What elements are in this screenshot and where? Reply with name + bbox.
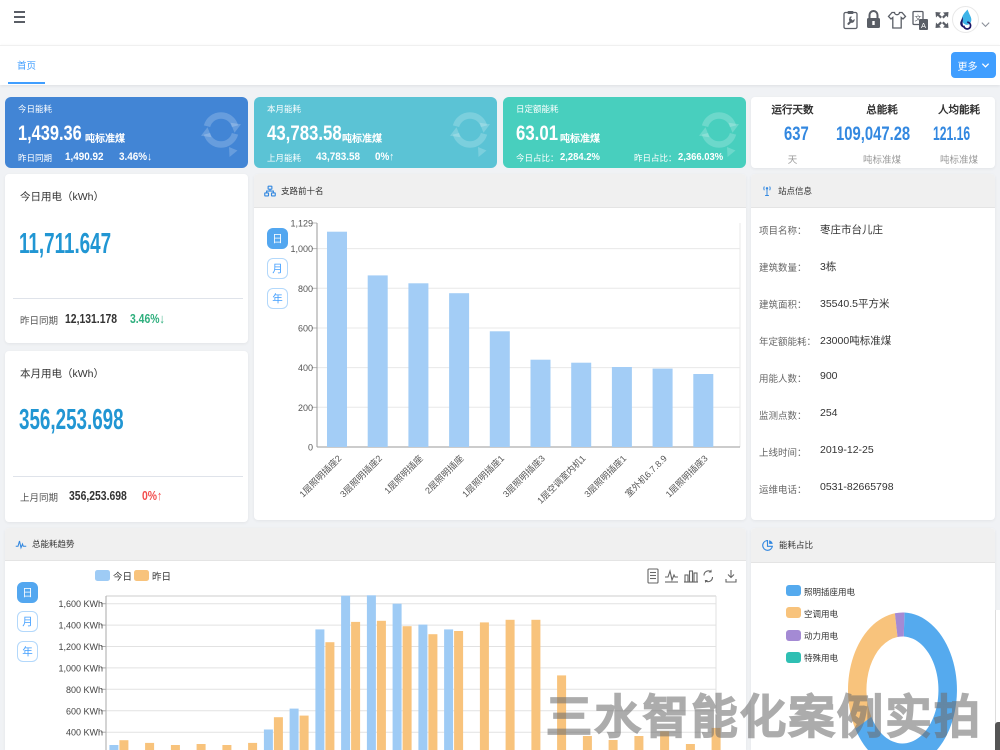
svg-text:400: 400 <box>298 363 313 373</box>
svg-text:400 KWh: 400 KWh <box>66 728 103 738</box>
svg-text:1,129: 1,129 <box>290 219 313 229</box>
svg-text:600: 600 <box>298 324 313 334</box>
svg-text:1,000: 1,000 <box>290 244 313 254</box>
svg-text:200: 200 <box>298 403 313 413</box>
svg-text:800 KWh: 800 KWh <box>66 685 103 695</box>
svg-text:1层照明插座3: 1层照明插座3 <box>663 453 710 500</box>
svg-text:600 KWh: 600 KWh <box>66 706 103 716</box>
svg-text:1,600 KWh: 1,600 KWh <box>58 599 103 609</box>
svg-text:1,400 KWh: 1,400 KWh <box>58 621 103 631</box>
svg-text:800: 800 <box>298 284 313 294</box>
svg-text:3层照明插座1: 3层照明插座1 <box>582 453 629 500</box>
svg-text:1,000 KWh: 1,000 KWh <box>58 663 103 673</box>
svg-text:1,200 KWh: 1,200 KWh <box>58 642 103 652</box>
svg-text:3层照明插座2: 3层照明插座2 <box>337 453 384 500</box>
svg-text:室外机6.7.8.9: 室外机6.7.8.9 <box>623 453 669 499</box>
svg-text:1层照明插座: 1层照明插座 <box>382 453 425 496</box>
svg-text:1层照明插座1: 1层照明插座1 <box>460 453 507 500</box>
svg-text:0: 0 <box>308 443 313 453</box>
svg-text:2层照明插座: 2层照明插座 <box>422 453 465 496</box>
svg-text:A: A <box>921 21 926 30</box>
svg-text:3层照明插座3: 3层照明插座3 <box>500 453 547 500</box>
svg-text:文: 文 <box>915 14 922 23</box>
svg-text:1层照明插座2: 1层照明插座2 <box>297 453 344 500</box>
